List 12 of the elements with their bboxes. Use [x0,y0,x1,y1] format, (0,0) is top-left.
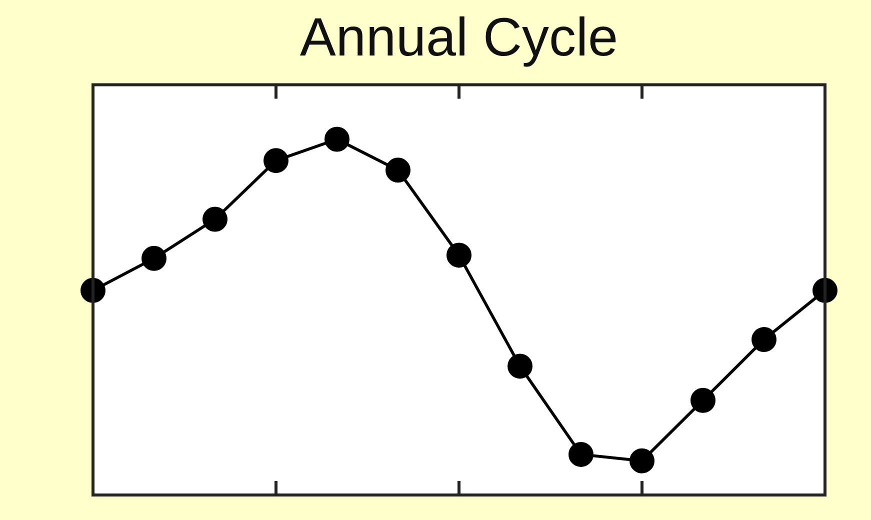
point [630,448,654,474]
point [508,354,532,379]
point [142,246,166,271]
point [690,388,716,413]
point [752,327,776,352]
point [446,242,472,268]
point [264,148,288,174]
point [568,442,594,467]
point [202,206,228,232]
chart-title: Annual Cycle [300,7,618,68]
point [324,126,350,152]
point [386,158,410,183]
